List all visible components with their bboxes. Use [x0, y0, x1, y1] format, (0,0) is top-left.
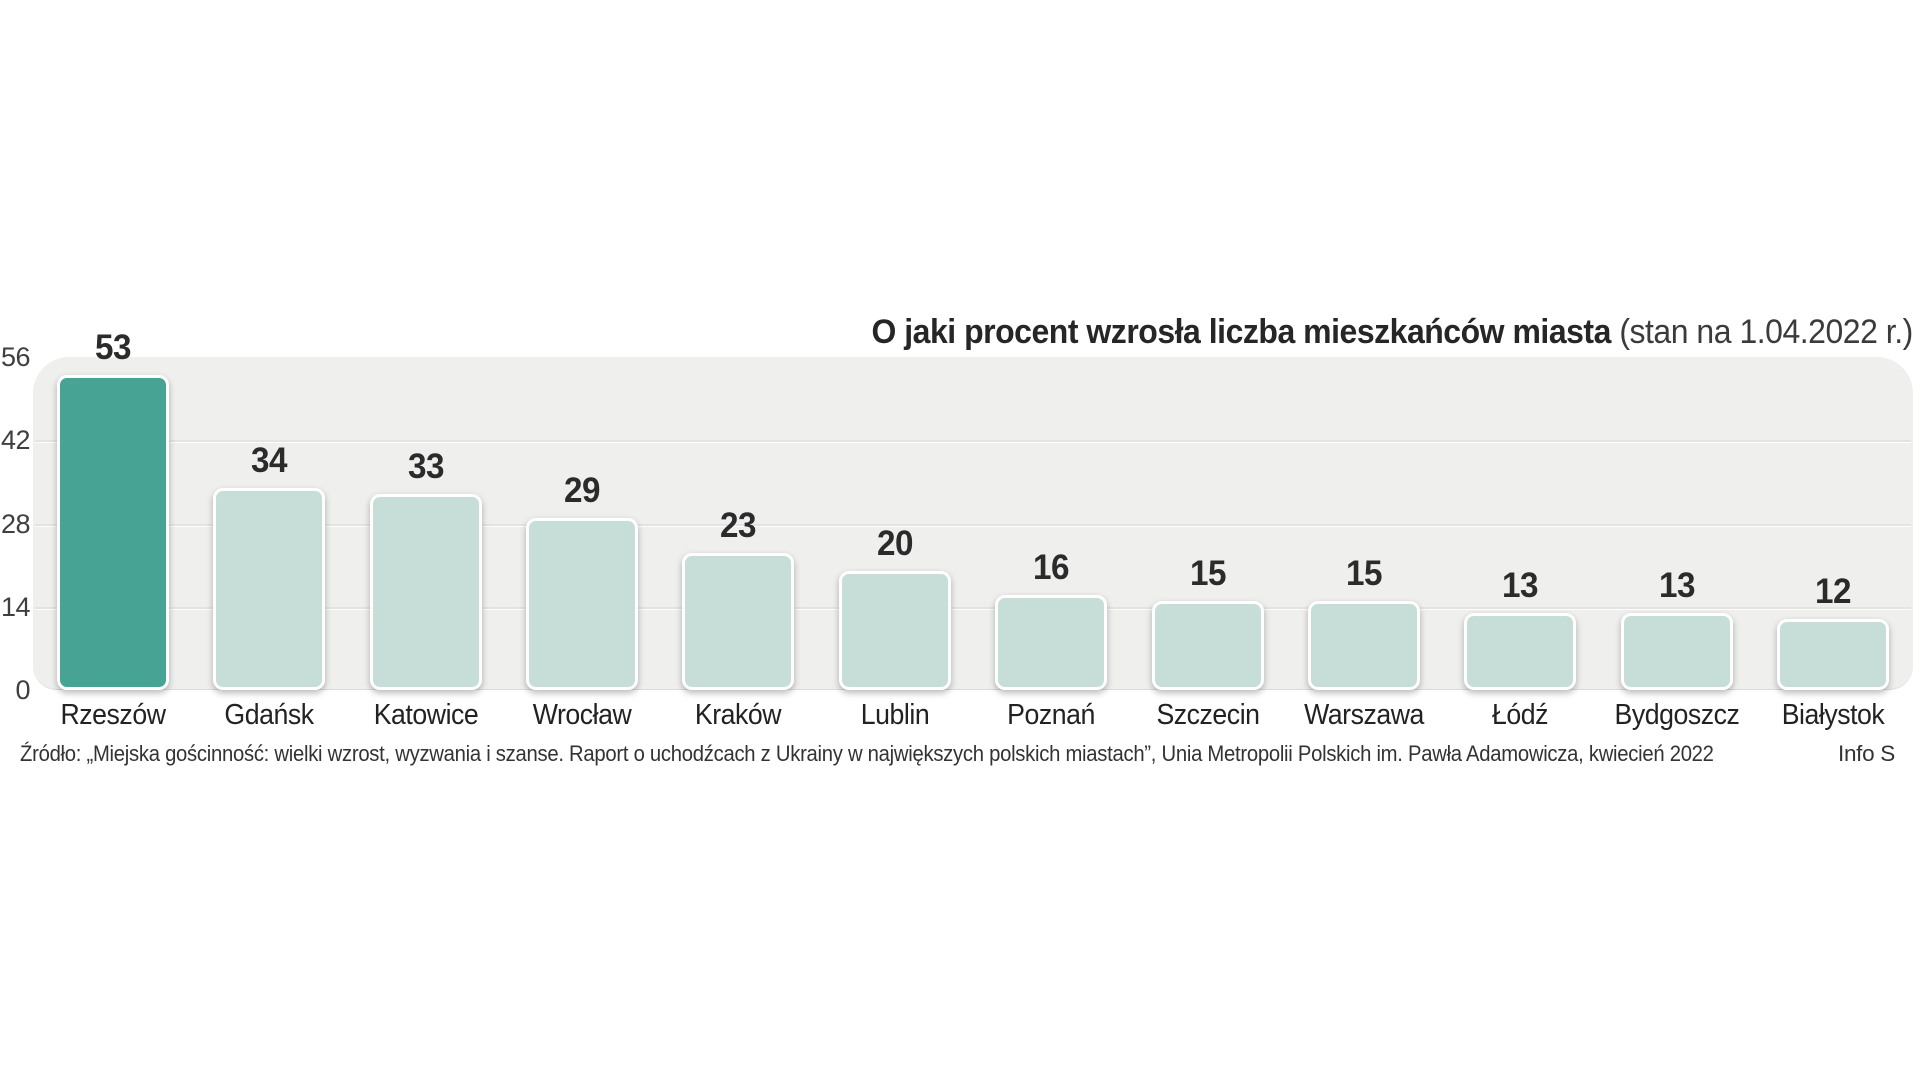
- bar-category-label: Katowice: [373, 699, 479, 731]
- bar-category-label: Białystok: [1781, 699, 1885, 731]
- y-axis-tick-label: 28: [0, 509, 31, 539]
- bar-category-label: Lublin: [860, 699, 930, 731]
- bar-category-label: Gdańsk: [224, 699, 314, 731]
- bar-value-label: 15: [1345, 554, 1383, 593]
- bar-rzeszów: [57, 375, 169, 690]
- bar-category-label: Poznań: [1007, 699, 1095, 731]
- gridline-42: [35, 440, 1911, 442]
- plot-area: [33, 357, 1913, 690]
- bar-value-label: 53: [94, 328, 132, 367]
- chart-title-note: (stan na 1.04.2022 r.): [1611, 313, 1913, 351]
- source-note: Źródło: „Miejska gościnność: wielki wzro…: [20, 741, 1714, 766]
- y-axis-tick-label: 14: [0, 592, 31, 622]
- bar-katowice: [370, 494, 482, 690]
- bar-value-label: 12: [1814, 572, 1852, 611]
- y-axis-tick-label: 0: [15, 675, 30, 705]
- bar-value-label: 33: [407, 447, 445, 486]
- bar-kraków: [682, 553, 794, 690]
- bar-value-label: 15: [1189, 554, 1227, 593]
- bar-value-label: 20: [876, 524, 914, 563]
- bar-value-label: 29: [563, 471, 601, 510]
- bar-poznań: [995, 595, 1107, 690]
- gridline-28: [35, 524, 1911, 526]
- bar-value-label: 13: [1501, 566, 1539, 605]
- bar-category-label: Bydgoszcz: [1614, 699, 1740, 731]
- bar-category-label: Wrocław: [532, 699, 632, 731]
- bar-category-label: Szczecin: [1156, 699, 1260, 731]
- bar-value-label: 13: [1658, 566, 1696, 605]
- bar-value-label: 16: [1032, 548, 1070, 587]
- bar-białystok: [1777, 619, 1889, 690]
- y-axis-tick-label: 42: [0, 425, 31, 455]
- bar-category-label: Kraków: [694, 699, 782, 731]
- bar-wrocław: [526, 518, 638, 690]
- y-axis-tick-label: 56: [0, 342, 31, 372]
- bar-gdańsk: [213, 488, 325, 690]
- bar-szczecin: [1152, 601, 1264, 690]
- bar-category-label: Łódź: [1491, 699, 1549, 731]
- bar-lublin: [839, 571, 951, 690]
- chart-title: O jaki procent wzrosła liczba mieszkańcó…: [871, 311, 1914, 353]
- bar-category-label: Rzeszów: [60, 699, 166, 731]
- bar-łódź: [1464, 613, 1576, 690]
- bar-value-label: 34: [250, 441, 288, 480]
- credit-note: Info S: [1838, 741, 1895, 766]
- bar-value-label: 23: [719, 506, 757, 545]
- bar-warszawa: [1308, 601, 1420, 690]
- gridline-14: [35, 607, 1911, 609]
- chart-title-main: O jaki procent wzrosła liczba mieszkańcó…: [871, 313, 1612, 351]
- bar-bydgoszcz: [1621, 613, 1733, 690]
- bar-category-label: Warszawa: [1304, 699, 1424, 731]
